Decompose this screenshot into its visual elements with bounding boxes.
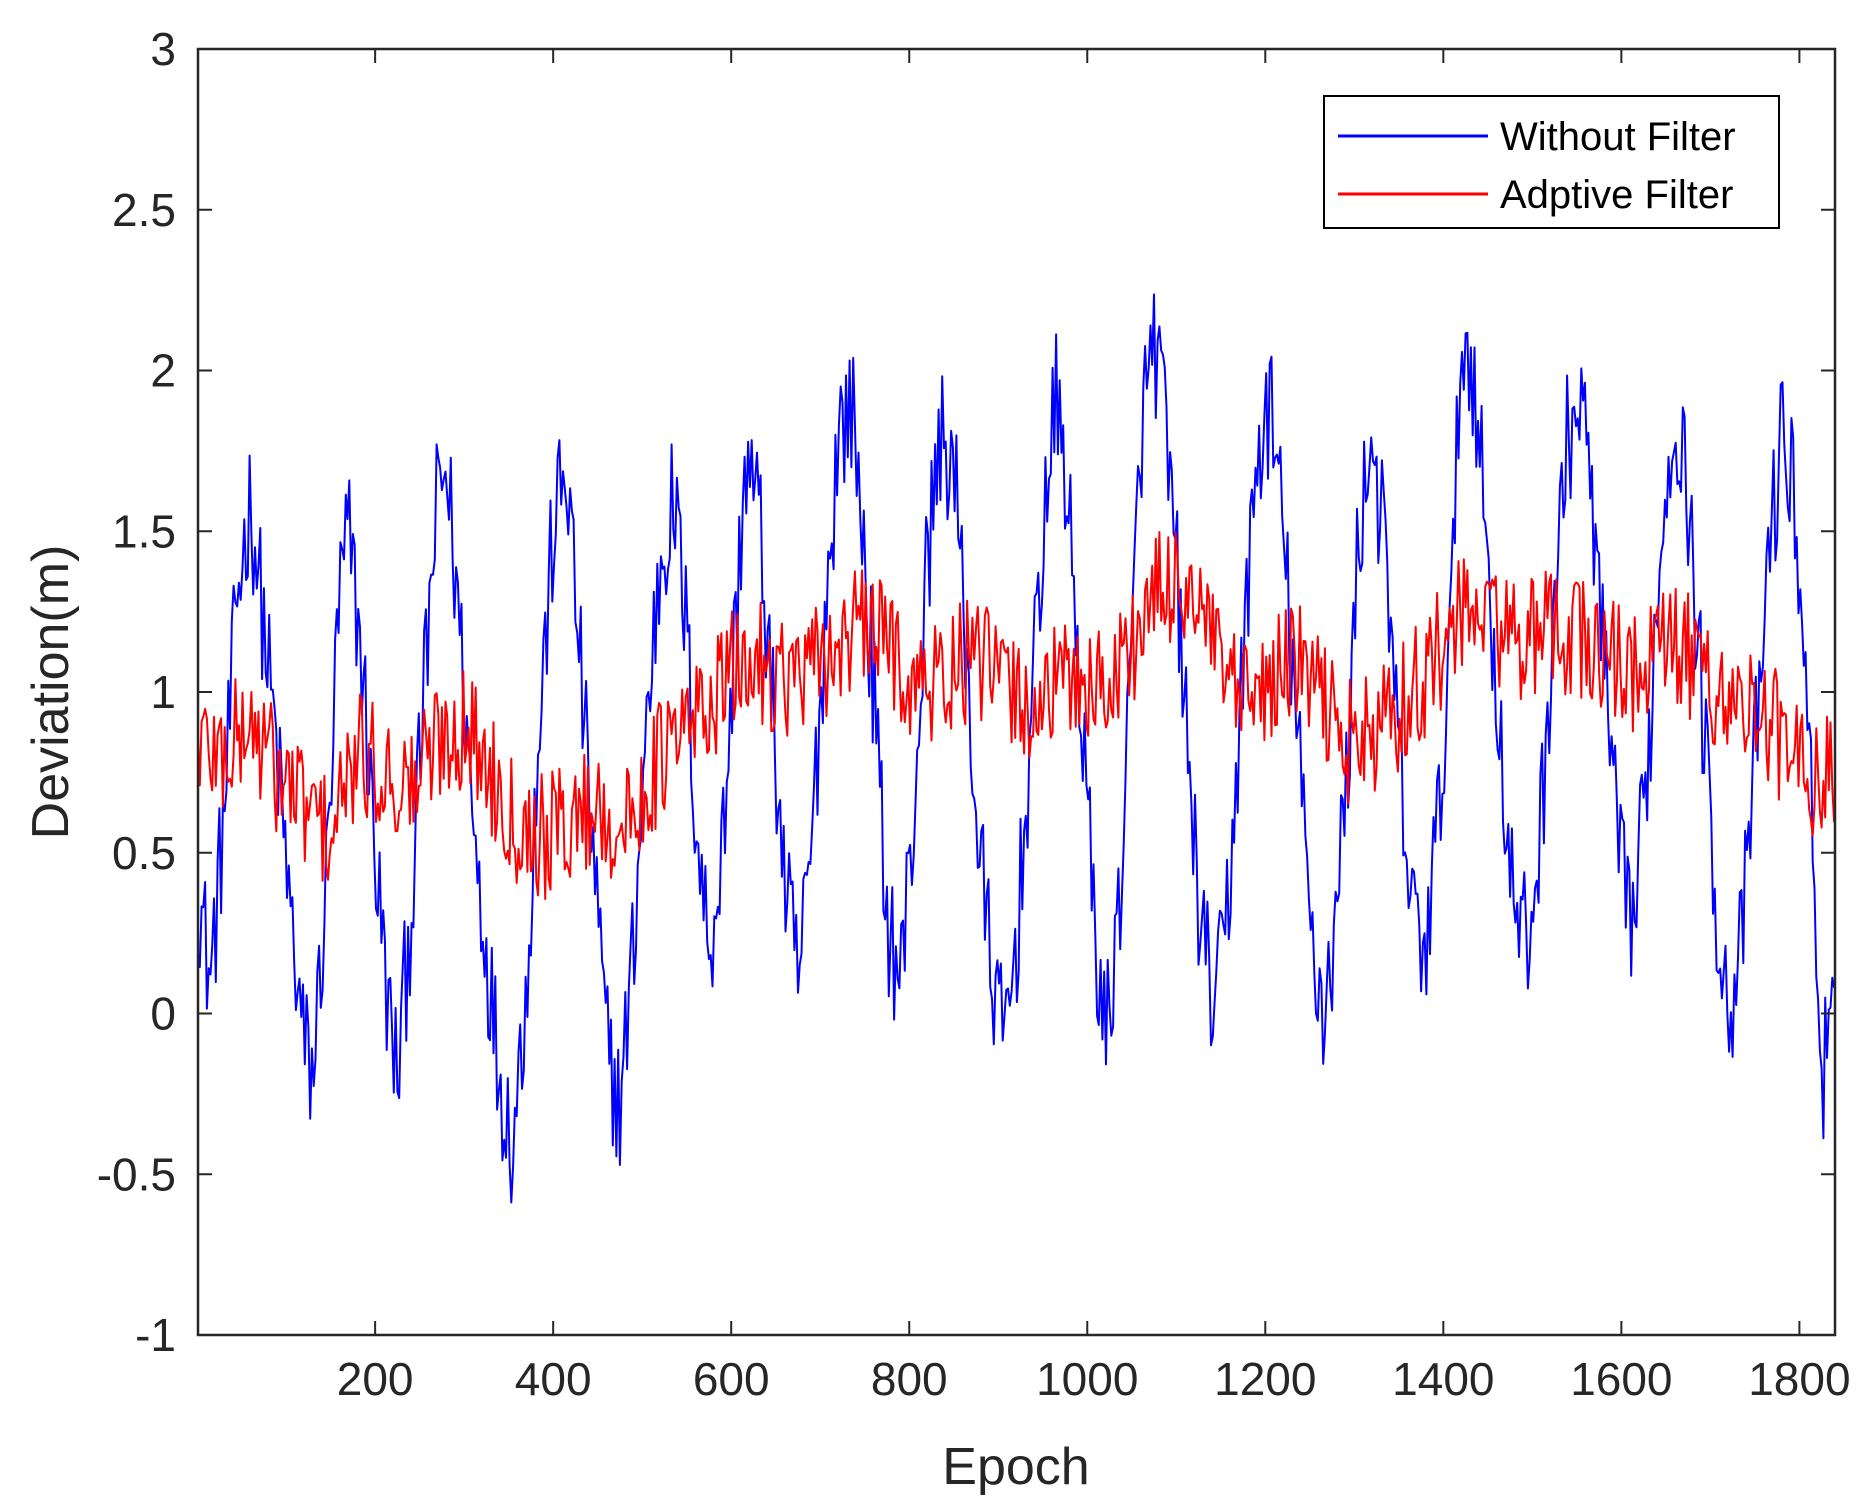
- x-tick-label: 1800: [1748, 1353, 1850, 1405]
- y-tick-label: 1: [150, 666, 176, 718]
- x-tick-label: 600: [693, 1353, 770, 1405]
- y-tick-label: 3: [150, 23, 176, 75]
- line-chart: 200 400 600 800 1000 1200 1400 1600 1800 -1 -0.5 0 0…: [0, 0, 1870, 1502]
- y-tick-label: 0.5: [112, 827, 176, 879]
- x-tick-label: 1600: [1570, 1353, 1672, 1405]
- y-tick-label: 2.5: [112, 184, 176, 236]
- y-tick-label: 0: [150, 988, 176, 1040]
- x-tick-label: 1400: [1392, 1353, 1494, 1405]
- y-tick-label: 2: [150, 345, 176, 397]
- legend: Without Filter Adptive Filter: [1324, 96, 1779, 228]
- y-axis-label: Deviation(m): [22, 545, 80, 840]
- chart-container: 200 400 600 800 1000 1200 1400 1600 1800 -1 -0.5 0 0…: [0, 0, 1870, 1502]
- legend-label-adaptive-filter: Adptive Filter: [1500, 173, 1733, 217]
- x-tick-label: 1000: [1036, 1353, 1138, 1405]
- x-tick-label: 800: [871, 1353, 948, 1405]
- legend-label-without-filter: Without Filter: [1500, 115, 1736, 159]
- y-tick-label: -1: [135, 1309, 176, 1361]
- x-tick-label: 200: [337, 1353, 414, 1405]
- x-tick-label: 1200: [1214, 1353, 1316, 1405]
- y-tick-label: 1.5: [112, 505, 176, 557]
- x-axis-label: Epoch: [942, 1438, 1089, 1496]
- x-tick-label: 400: [515, 1353, 592, 1405]
- y-tick-label: -0.5: [97, 1148, 176, 1200]
